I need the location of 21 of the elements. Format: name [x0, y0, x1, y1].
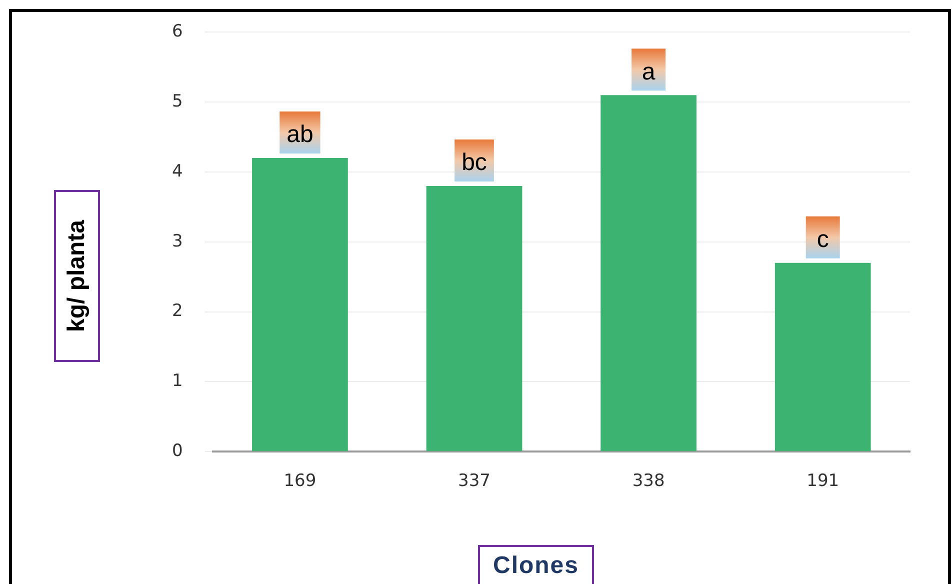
annotation: bc — [462, 149, 487, 176]
y-tick-label: 5 — [172, 92, 183, 112]
bar — [252, 158, 348, 452]
y-tick-label: 0 — [172, 441, 183, 462]
x-tick-label: 169 — [284, 471, 316, 492]
y-tick-label: 6 — [172, 22, 183, 42]
y-tick-label: 1 — [172, 371, 183, 392]
annotation: ab — [286, 121, 314, 148]
x-tick-label: 191 — [806, 471, 840, 492]
bar — [774, 262, 871, 452]
x-tick-label: 338 — [632, 471, 665, 492]
annotation: c — [816, 226, 829, 254]
y-tick-label: 2 — [172, 301, 183, 322]
x-axis-title: Clones — [478, 545, 594, 584]
x-tick-label: 337 — [458, 471, 490, 492]
bar — [600, 95, 696, 452]
bar — [426, 186, 522, 452]
y-tick-label: 4 — [172, 161, 183, 182]
y-tick-label: 3 — [172, 231, 183, 252]
y-axis-title: kg/ planta — [63, 220, 91, 332]
annotation: a — [642, 58, 656, 86]
